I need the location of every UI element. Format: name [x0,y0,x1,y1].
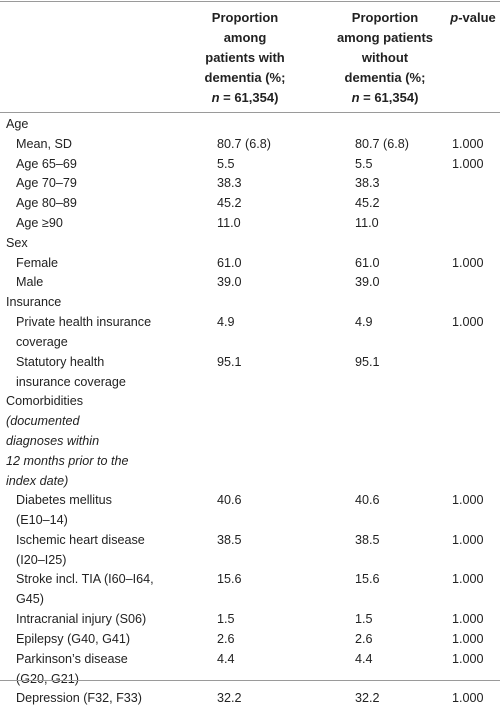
value-without-dementia: 40.6 [355,493,380,508]
row-label: Private health insurance coverage [16,315,152,349]
p-value: 1.000 [452,156,484,171]
row-label: Comorbidities (documented diagnoses within… [6,394,129,489]
value-with-dementia: 61.0 [217,255,242,270]
p-value: 1.000 [452,612,484,626]
value-without-dementia: 4.4 [355,651,373,666]
header-col2: Proportion among patients without dement… [315,8,455,108]
table-row: Mean, SD 80.7 (6.8) 80.7 (6.8) 1.000 [0,134,500,154]
row-label: Diabetes mellitus (E10–14) [16,493,112,528]
row-label: Statutory health insurance coverage [16,354,126,389]
table-row: Age 70–79 38.3 38.3 [0,173,500,193]
p-value: 1.000 [452,315,484,329]
value-without-dementia: 4.9 [355,315,373,329]
value-without-dementia: 15.6 [355,572,380,587]
value-without-dementia: 5.5 [355,156,373,171]
row-label: Insurance [6,295,62,310]
table-row: Stroke incl. TIA (I60–I64, G45) 15.6 15.6 1.… [0,569,500,609]
value-with-dementia: 4.9 [217,315,235,329]
table-row: Insurance [0,292,500,312]
row-label: Age 80–89 [16,196,77,211]
table-row: Intracranial injury (S06) 1.5 1.5 1.000 [0,609,500,629]
value-without-dementia: 61.0 [355,255,380,270]
row-label: Parkinson’s disease (G20, G21) [16,651,128,686]
row-label: Female [16,255,58,270]
p-value: 1.000 [452,572,484,587]
row-label: Male [16,275,44,290]
value-without-dementia: 95.1 [355,354,380,369]
table-row: Comorbidities (documented diagnoses within… [0,391,500,490]
value-without-dementia: 32.2 [355,691,380,706]
row-label: Age 65–69 [16,156,77,171]
value-without-dementia: 45.2 [355,196,380,211]
value-without-dementia: 2.6 [355,631,373,646]
value-with-dementia: 38.3 [217,176,242,191]
table-row: Statutory health insurance coverage 95.1 95… [0,352,500,392]
table-row: Age [0,114,500,134]
value-without-dementia: 11.0 [355,216,379,230]
value-with-dementia: 80.7 (6.8) [217,136,271,151]
table-row: Age 80–89 45.2 45.2 [0,193,500,213]
header-col2-n: n = 61,354) [351,90,419,105]
table-row: Age 65–69 5.5 5.5 1.000 [0,154,500,174]
value-without-dementia: 38.5 [355,532,380,547]
value-with-dementia: 95.1 [217,354,242,369]
value-with-dementia: 5.5 [217,156,235,171]
row-label: Epilepsy (G40, G41) [16,631,131,646]
p-value: 1.000 [452,691,484,706]
value-without-dementia: 39.0 [355,275,380,290]
row-label: Stroke incl. TIA (I60–I64, G45) [16,572,154,607]
table-row: Epilepsy (G40, G41) 2.6 2.6 1.000 [0,629,500,649]
row-label: Depression (F32, F33) [16,691,142,706]
value-with-dementia: 38.5 [217,532,242,547]
p-value: 1.000 [452,631,484,646]
value-with-dementia: 15.6 [217,572,242,587]
p-value: 1.000 [452,255,484,270]
value-with-dementia: 2.6 [217,631,235,646]
table-row: Parkinson’s disease (G20, G21) 4.4 4.4 1.000 [0,649,500,689]
row-label: Age [6,117,29,131]
row-label: Age 70–79 [16,176,77,191]
value-with-dementia: 32.2 [217,691,242,706]
table-row: Sex [0,233,500,253]
value-with-dementia: 1.5 [217,612,235,626]
row-label: Age ≥90 [16,216,63,230]
p-value: 1.000 [452,532,484,547]
table-row: Male 39.0 39.0 [0,272,500,292]
header-rule [0,112,500,113]
table-row: Ischemic heart disease (I20–I25) 38.5 38.5 1… [0,530,500,570]
table-row: Female 61.0 61.0 1.000 [0,253,500,273]
value-with-dementia: 4.4 [217,651,235,666]
value-with-dementia: 45.2 [217,196,242,211]
p-value: 1.000 [452,651,484,666]
value-with-dementia: 11.0 [217,216,241,230]
row-label: Sex [6,235,28,250]
bottom-rule [0,680,500,681]
row-label: Mean, SD [16,136,72,151]
table-row: Private health insurance coverage 4.9 4.9 1.… [0,312,500,352]
value-without-dementia: 1.5 [355,612,373,626]
value-without-dementia: 38.3 [355,176,380,191]
top-rule [0,1,500,2]
value-with-dementia: 39.0 [217,275,242,290]
value-without-dementia: 80.7 (6.8) [355,136,409,151]
row-label: Intracranial injury (S06) [16,612,147,626]
table-row: Depression (F32, F33) 32.2 32.2 1.000 [0,688,500,708]
table-row: Diabetes mellitus (E10–14) 40.6 40.6 1.000 [0,490,500,530]
row-label: Ischemic heart disease (I20–I25) [16,532,145,567]
header-col1: Proportion among patients with dementia … [175,8,315,108]
value-with-dementia: 40.6 [217,493,242,508]
table-row: Age ≥90 11.0 11.0 [0,213,500,233]
p-value: 1.000 [452,493,484,508]
header-col3: p-value [450,10,496,25]
header-col1-n: n = 61,354) [211,90,279,105]
p-value: 1.000 [452,136,484,151]
